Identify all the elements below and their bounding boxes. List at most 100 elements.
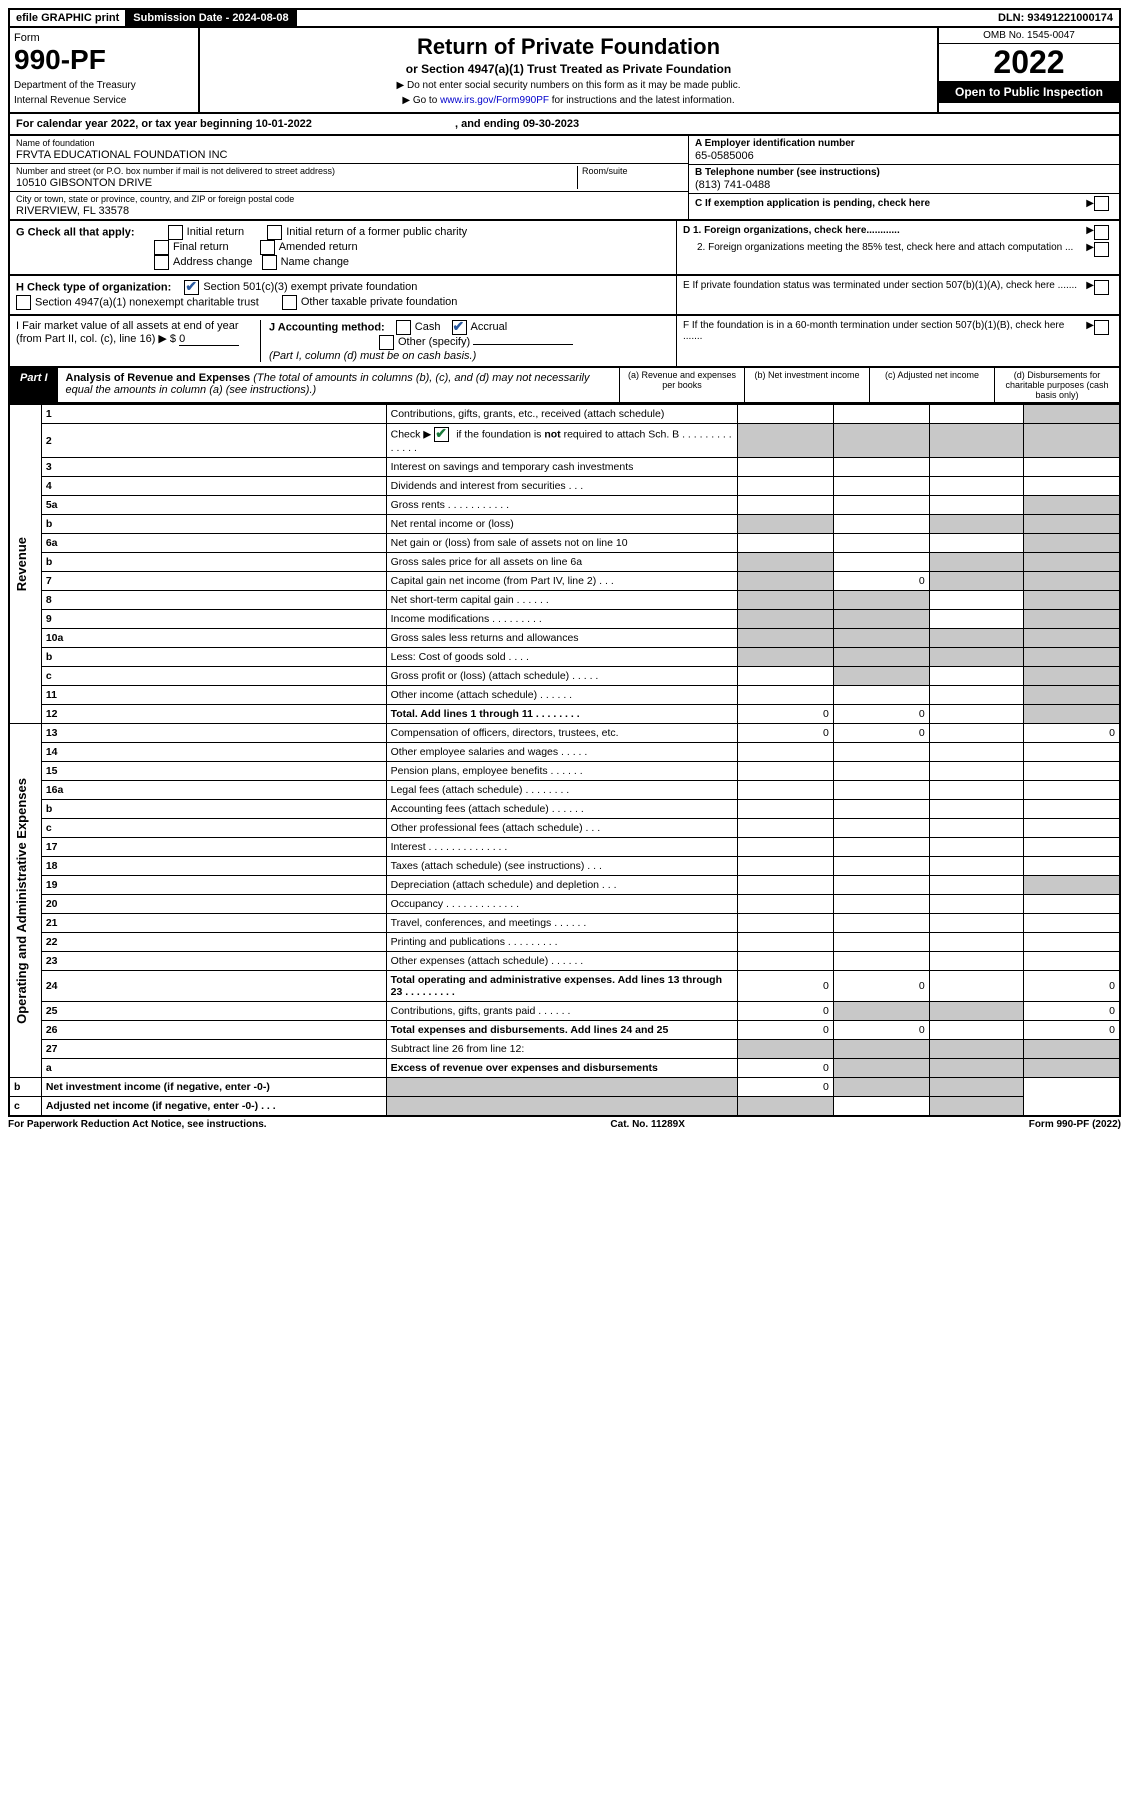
cell	[1024, 515, 1121, 534]
efile-label[interactable]: efile GRAPHIC print	[10, 10, 127, 26]
footer-left: For Paperwork Reduction Act Notice, see …	[8, 1119, 267, 1130]
line-desc: Total expenses and disbursements. Add li…	[386, 1021, 737, 1040]
part1-label: Part I	[10, 368, 58, 402]
line-desc: Adjusted net income (if negative, enter …	[41, 1097, 386, 1117]
cell	[833, 405, 929, 424]
table-row: 25Contributions, gifts, grants paid . . …	[9, 1002, 1120, 1021]
line-desc: Net investment income (if negative, ente…	[41, 1078, 386, 1097]
line-num: b	[41, 553, 386, 572]
cell	[833, 762, 929, 781]
j-accrual[interactable]	[452, 320, 467, 335]
cell	[833, 857, 929, 876]
line-num: c	[9, 1097, 41, 1117]
j-cash[interactable]	[396, 320, 411, 335]
line-desc: Other expenses (attach schedule) . . . .…	[386, 952, 737, 971]
e-checkbox[interactable]	[1094, 280, 1109, 295]
cell	[737, 895, 833, 914]
line-desc: Printing and publications . . . . . . . …	[386, 933, 737, 952]
line-desc: Income modifications . . . . . . . . .	[386, 610, 737, 629]
footer-right: Form 990-PF (2022)	[1029, 1119, 1121, 1130]
line-desc: Net short-term capital gain . . . . . .	[386, 591, 737, 610]
cell	[737, 952, 833, 971]
table-row: cGross profit or (loss) (attach schedule…	[9, 667, 1120, 686]
line-num: 20	[41, 895, 386, 914]
h-other[interactable]	[282, 295, 297, 310]
d1-checkbox[interactable]	[1094, 225, 1109, 240]
cell	[929, 876, 1023, 895]
cell	[737, 477, 833, 496]
cell: 0	[833, 724, 929, 743]
line-num: 16a	[41, 781, 386, 800]
cell	[929, 971, 1023, 1002]
cell	[1024, 477, 1121, 496]
line-num: 17	[41, 838, 386, 857]
line-desc: Gross sales price for all assets on line…	[386, 553, 737, 572]
line-num: c	[41, 819, 386, 838]
line-num: 6a	[41, 534, 386, 553]
cell	[929, 667, 1023, 686]
cell	[1024, 743, 1121, 762]
cell	[833, 800, 929, 819]
cell	[929, 424, 1023, 458]
d2-checkbox[interactable]	[1094, 242, 1109, 257]
instr-link[interactable]: www.irs.gov/Form990PF	[440, 95, 549, 106]
g-initial[interactable]	[168, 225, 183, 240]
cell	[833, 667, 929, 686]
address-field: Number and street (or P.O. box number if…	[10, 164, 688, 192]
g-amended[interactable]	[260, 240, 275, 255]
dept: Department of the Treasury	[14, 80, 194, 91]
cell	[833, 1002, 929, 1021]
j-other[interactable]	[379, 335, 394, 350]
cell	[929, 952, 1023, 971]
cell	[737, 648, 833, 667]
cell	[929, 1021, 1023, 1040]
cell	[833, 952, 929, 971]
cell	[1024, 933, 1121, 952]
cell	[737, 572, 833, 591]
cell	[833, 1078, 929, 1097]
line-num: c	[41, 667, 386, 686]
line-num: b	[41, 515, 386, 534]
line-num: 7	[41, 572, 386, 591]
line-desc: Travel, conferences, and meetings . . . …	[386, 914, 737, 933]
f-checkbox[interactable]	[1094, 320, 1109, 335]
h-501c3[interactable]	[184, 280, 199, 295]
table-row: 5aGross rents . . . . . . . . . . .	[9, 496, 1120, 515]
cell	[929, 515, 1023, 534]
g-address[interactable]	[154, 255, 169, 270]
cell	[833, 534, 929, 553]
table-row: 4Dividends and interest from securities …	[9, 477, 1120, 496]
col-a: (a) Revenue and expenses per books	[619, 368, 744, 402]
cell	[1024, 876, 1121, 895]
cell	[929, 477, 1023, 496]
cell	[833, 1097, 929, 1117]
h-4947[interactable]	[16, 295, 31, 310]
cell	[929, 648, 1023, 667]
line-desc: Accounting fees (attach schedule) . . . …	[386, 800, 737, 819]
cell	[929, 1059, 1023, 1078]
g-final[interactable]	[154, 240, 169, 255]
table-row: 17Interest . . . . . . . . . . . . . .	[9, 838, 1120, 857]
cell	[929, 838, 1023, 857]
line-desc: Net gain or (loss) from sale of assets n…	[386, 534, 737, 553]
g-initial-former[interactable]	[267, 225, 282, 240]
cell	[1024, 424, 1121, 458]
city-field: City or town, state or province, country…	[10, 192, 688, 219]
cell	[929, 857, 1023, 876]
form-subtitle: or Section 4947(a)(1) Trust Treated as P…	[206, 62, 931, 76]
g-name[interactable]	[262, 255, 277, 270]
calendar-year: For calendar year 2022, or tax year begi…	[8, 114, 1121, 136]
c-checkbox[interactable]	[1094, 196, 1109, 211]
cell	[833, 819, 929, 838]
cell	[833, 648, 929, 667]
i-section: I Fair market value of all assets at end…	[16, 320, 261, 362]
cell	[833, 1059, 929, 1078]
form-header: Form 990-PF Department of the Treasury I…	[8, 28, 1121, 114]
cell	[1024, 629, 1121, 648]
line-desc: Other employee salaries and wages . . . …	[386, 743, 737, 762]
schb-checkbox[interactable]	[434, 427, 449, 442]
cell	[929, 762, 1023, 781]
cell	[833, 895, 929, 914]
irs: Internal Revenue Service	[14, 95, 194, 106]
line-num: 3	[41, 458, 386, 477]
